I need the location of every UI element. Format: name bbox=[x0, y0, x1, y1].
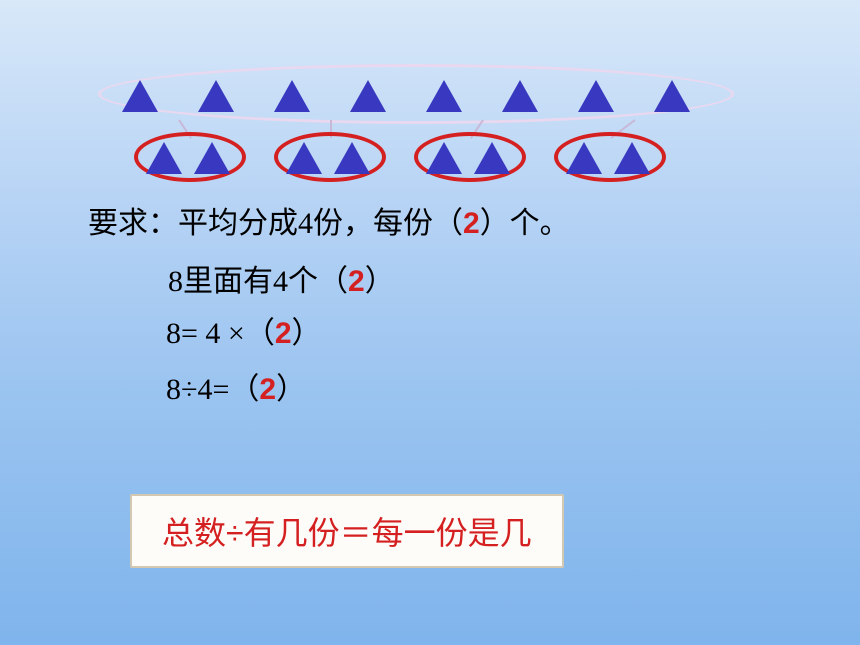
mult-line: 8= 4 ×（2） bbox=[166, 308, 322, 352]
triangle-icon bbox=[614, 142, 650, 174]
requirement-prefix: 要求：平均分成4份，每份（ bbox=[88, 207, 463, 240]
requirement-answer: 2 bbox=[463, 207, 480, 240]
triangle-icon bbox=[578, 80, 614, 112]
triangle-icon bbox=[334, 142, 370, 174]
contains-line: 8里面有4个（2） bbox=[168, 256, 395, 300]
triangle-icon bbox=[502, 80, 538, 112]
requirement-suffix: ）个。 bbox=[480, 207, 570, 240]
triangle-icon bbox=[426, 142, 462, 174]
mult-suffix: ） bbox=[292, 317, 322, 350]
triangle-icon bbox=[654, 80, 690, 112]
triangle-icon bbox=[122, 80, 158, 112]
div-answer: 2 bbox=[259, 373, 276, 406]
triangle-icon bbox=[426, 80, 462, 112]
summary-rule: 总数÷有几份＝每一份是几 bbox=[130, 494, 564, 568]
triangle-icon bbox=[194, 142, 230, 174]
contains-answer: 2 bbox=[348, 265, 365, 298]
triangle-icon bbox=[350, 80, 386, 112]
div-prefix: 8÷4=（ bbox=[166, 373, 259, 406]
requirement-line: 要求：平均分成4份，每份（2）个。 bbox=[88, 198, 570, 242]
slide-content: 要求：平均分成4份，每份（2）个。 8里面有4个（2） 8= 4 ×（2） 8÷… bbox=[0, 0, 860, 645]
mult-answer: 2 bbox=[275, 317, 292, 350]
triangle-icon bbox=[198, 80, 234, 112]
triangle-icon bbox=[286, 142, 322, 174]
top-triangles-row bbox=[108, 72, 726, 118]
triangle-icon bbox=[566, 142, 602, 174]
mult-prefix: 8= 4 ×（ bbox=[166, 317, 275, 350]
div-suffix: ） bbox=[276, 373, 306, 406]
div-line: 8÷4=（2） bbox=[166, 364, 306, 408]
triangle-icon bbox=[146, 142, 182, 174]
triangle-icon bbox=[274, 80, 310, 112]
contains-prefix: 8里面有4个（ bbox=[168, 265, 348, 298]
contains-suffix: ） bbox=[365, 265, 395, 298]
triangle-icon bbox=[474, 142, 510, 174]
